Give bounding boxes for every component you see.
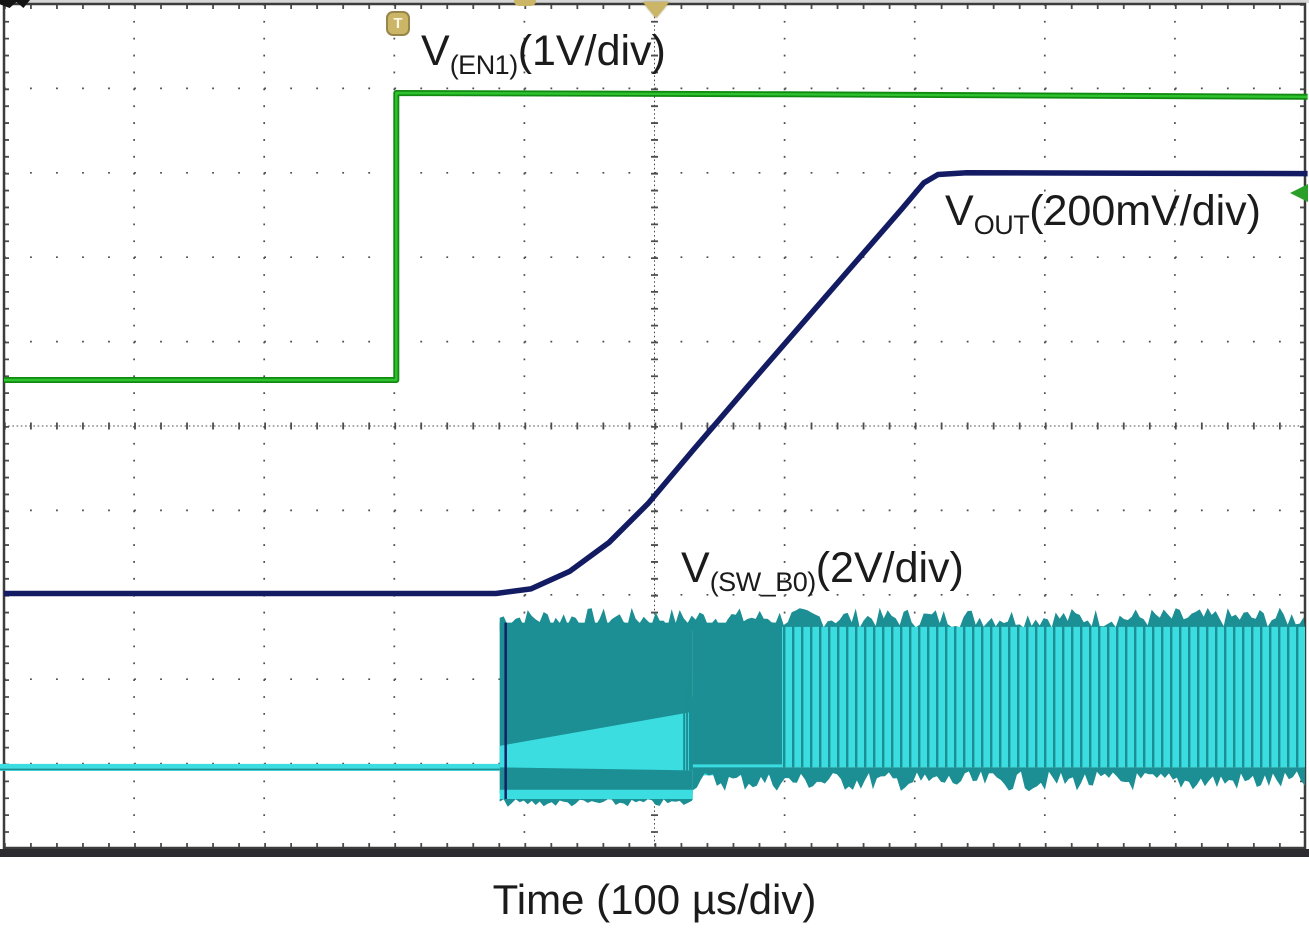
x-axis-label: Time (100 µs/div)	[492, 876, 817, 923]
trigger-badge-icon: T	[386, 11, 410, 36]
trace-sw-b0	[0, 607, 1305, 807]
top-crop-strip	[0, 0, 1309, 3]
channel-reference-arrow-icon	[1290, 184, 1308, 202]
trace-label-sw-b0: V(SW_B0)(2V/div)	[681, 547, 964, 596]
trace-label-sw-b0-scale: (2V/div)	[815, 544, 964, 592]
trigger-badge-label: T	[393, 15, 403, 32]
trace-label-sw-b0-symbol: V	[681, 544, 710, 592]
trace-label-en1-subscript: (EN1)	[449, 50, 519, 80]
trace-label-vout-symbol: V	[945, 187, 974, 235]
trace-label-en1-symbol: V	[421, 27, 450, 75]
trace-label-en1: V(EN1)(1V/div)	[421, 30, 666, 79]
plot-bottom-border	[0, 849, 1309, 857]
trace-label-vout-scale: (200mV/div)	[1029, 187, 1261, 235]
trigger-position-arrow-icon	[643, 2, 669, 18]
top-marker-partial-icon	[514, 0, 536, 6]
trace-label-en1-scale: (1V/div)	[517, 27, 666, 75]
trace-label-vout-subscript: OUT	[973, 210, 1030, 240]
trace-label-sw-b0-subscript: (SW_B0)	[709, 567, 817, 597]
trace-en1	[4, 90, 1308, 383]
trace-label-vout: VOUT(200mV/div)	[945, 190, 1261, 239]
trace-vout	[4, 170, 1308, 597]
